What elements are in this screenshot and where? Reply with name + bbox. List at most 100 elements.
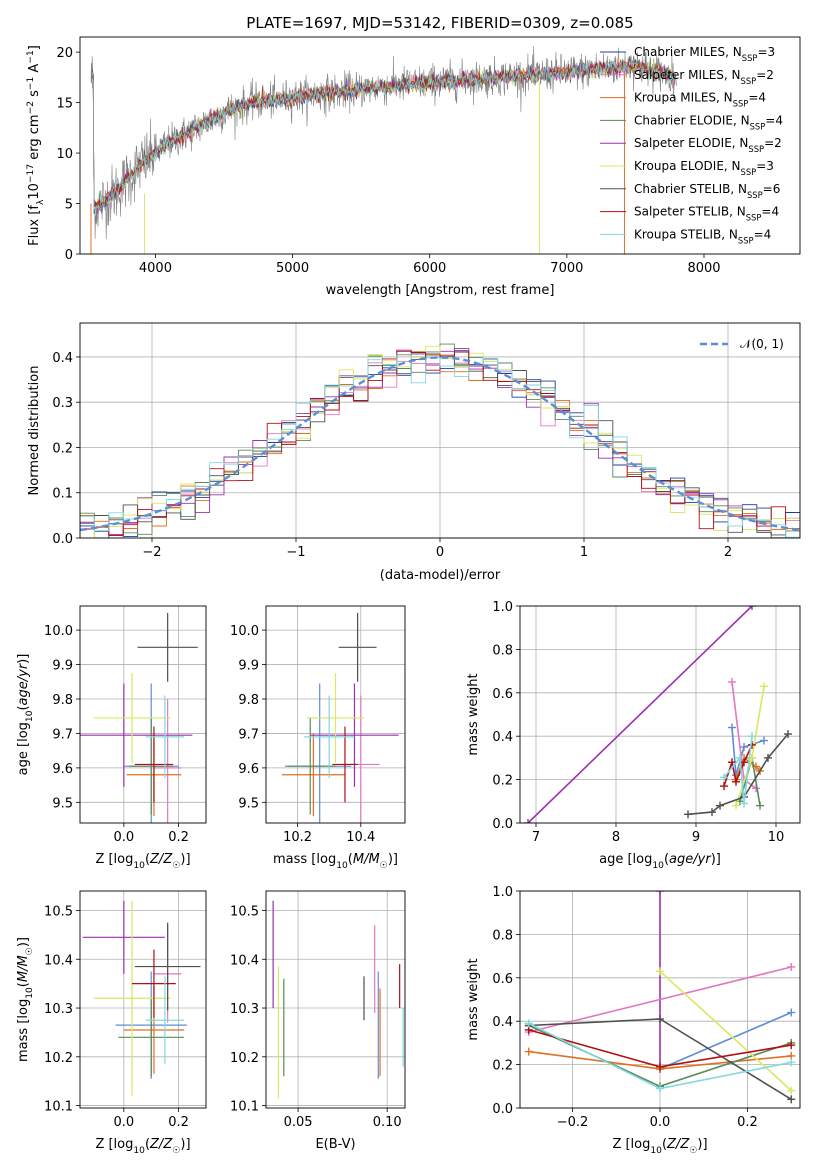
x-tick-label: 10.2 [283,830,312,845]
y-axis-label: Flux [fλ10−17 erg cm−2 s−1 A−1] [26,45,46,246]
y-tick-label: 9.5 [238,796,259,811]
y-tick-label: 9.6 [238,762,259,777]
text-span: )] [16,937,31,947]
plot-7: −0.2 0.0 0.2 0.0 0.2 0.4 0.6 0.8 1.0 Z [log10(Z/Z… [466,885,801,1156]
axes-frame [79,36,801,255]
x-axis-label: mass [log10(M/M☉)] [273,852,398,871]
text-span: ☉ [172,1146,180,1156]
text-span: age [log [599,852,652,867]
x-axis-label: Z [log10(Z/Z☉)] [612,1137,707,1156]
text-span: SSP [750,121,766,131]
x-tick-label: 8000 [687,261,720,276]
model-spectrum-line [91,59,674,209]
y-tick-label: 1.0 [492,885,513,900]
y-tick-label: 9.8 [238,693,259,708]
text-span: −17 [26,164,36,183]
x-axis-label: wavelength [Angstrom, rest frame] [326,283,555,298]
text-span: ( [16,705,31,710]
x-tick-label: 10 [768,830,785,845]
y-axis-label: mass [log10(M/M☉)] [16,937,35,1062]
y-tick-label: 0.6 [492,972,513,987]
series-line [723,736,753,804]
axes-frame [265,605,406,824]
x-axis-label: E(B-V) [315,1137,355,1152]
x-tick-label: 0 [436,545,444,560]
text-span: ( [348,852,353,867]
text-span: ☉ [172,861,180,871]
y-tick-label: 0.4 [492,730,513,745]
y-tick-label: 9.6 [52,762,73,777]
x-tick-label: 0.05 [284,1115,313,1130]
y-tick-label: 20 [56,46,73,61]
text-span: λ [36,199,46,205]
axes-frame [519,605,801,824]
legend-entry: Kroupa STELIB, NSSP=4 [634,227,771,245]
y-tick-label: 0.1 [52,487,73,502]
series-line [659,970,792,1092]
y-tick-label: 0.4 [492,1015,513,1030]
text-span: M/M [16,955,31,982]
text-span: )] [180,1137,190,1152]
text-span: Z/Z [666,1137,690,1152]
plot-0: 4000 5000 6000 7000 8000 0 5 10 15 20 PLATE=1697, … [26,14,801,298]
x-tick-label: −2 [142,545,161,560]
y-tick-label: 0.2 [492,1059,513,1074]
x-tick-label: 7000 [550,261,583,276]
text-span: SSP [748,144,764,154]
axes-frame [79,605,207,824]
x-tick-label: 10.4 [346,830,375,845]
text-span: =4 [761,205,779,219]
text-span: Z/Z [149,1137,173,1152]
x-tick-label: 0.0 [113,1115,134,1130]
x-tick-label: 0.2 [168,1115,189,1130]
text-span: 10 [652,861,664,871]
legend-entry: Salpeter MILES, NSSP=2 [634,68,774,86]
model-spectrum-line [91,59,674,216]
x-tick-label: 5000 [276,261,309,276]
text-span: Kroupa ELODIE, N [634,159,741,173]
text-span: mass [log [16,999,31,1062]
y-tick-label: 10.5 [230,905,259,920]
histogram-step [80,345,800,538]
legend-entry: Salpeter STELIB, NSSP=4 [634,205,779,223]
weight-lines [524,891,796,1104]
x-axis-label: age [log10(age/yr)] [599,852,721,871]
x-tick-label: 2 [724,545,732,560]
plot-5: 0.0 0.210.110.210.310.410.5Z [log10(Z/Z☉)… [16,890,207,1156]
text-span: )] [711,852,721,867]
text-span: SSP [733,99,749,109]
legend-entry: Salpeter ELODIE, NSSP=2 [634,136,782,154]
y-tick-label: 15 [56,97,73,112]
text-span: Z/Z [149,852,173,867]
x-axis-label: Z [log10(Z/Z☉)] [95,1137,190,1156]
text-span: ( [145,1137,150,1152]
text-span: ☉ [25,947,35,955]
text-span: Salpeter ELODIE, N [634,136,748,150]
text-span: −1 [26,50,36,63]
axes-frame [79,890,207,1109]
axes-frame [519,890,801,1109]
text-span: age/yr [669,852,712,867]
text-span: Salpeter STELIB, N [634,205,746,219]
y-tick-label: 10 [56,147,73,162]
text-span: =3 [756,159,774,173]
y-tick-label: 0.8 [492,928,513,943]
y-tick-label: 10.4 [230,953,259,968]
y-tick-label: 10.0 [230,624,259,639]
text-span: =4 [765,113,783,127]
text-span: Flux [f [27,205,42,246]
x-tick-label: 0.0 [113,830,134,845]
text-span: Chabrier STELIB, N [634,182,747,196]
model-spectrum-line [91,55,674,214]
y-tick-label: 10.1 [44,1100,73,1115]
y-tick-label: 9.9 [238,659,259,674]
x-tick-label: 7 [532,830,540,845]
y-tick-label: 0 [65,248,73,263]
text-span: SSP [746,213,762,223]
histogram-step [80,354,800,538]
y-tick-label: 0.8 [492,643,513,658]
text-span: ( [664,852,669,867]
text-span: )] [697,1137,707,1152]
legend-entry: Chabrier ELODIE, NSSP=4 [634,113,783,131]
